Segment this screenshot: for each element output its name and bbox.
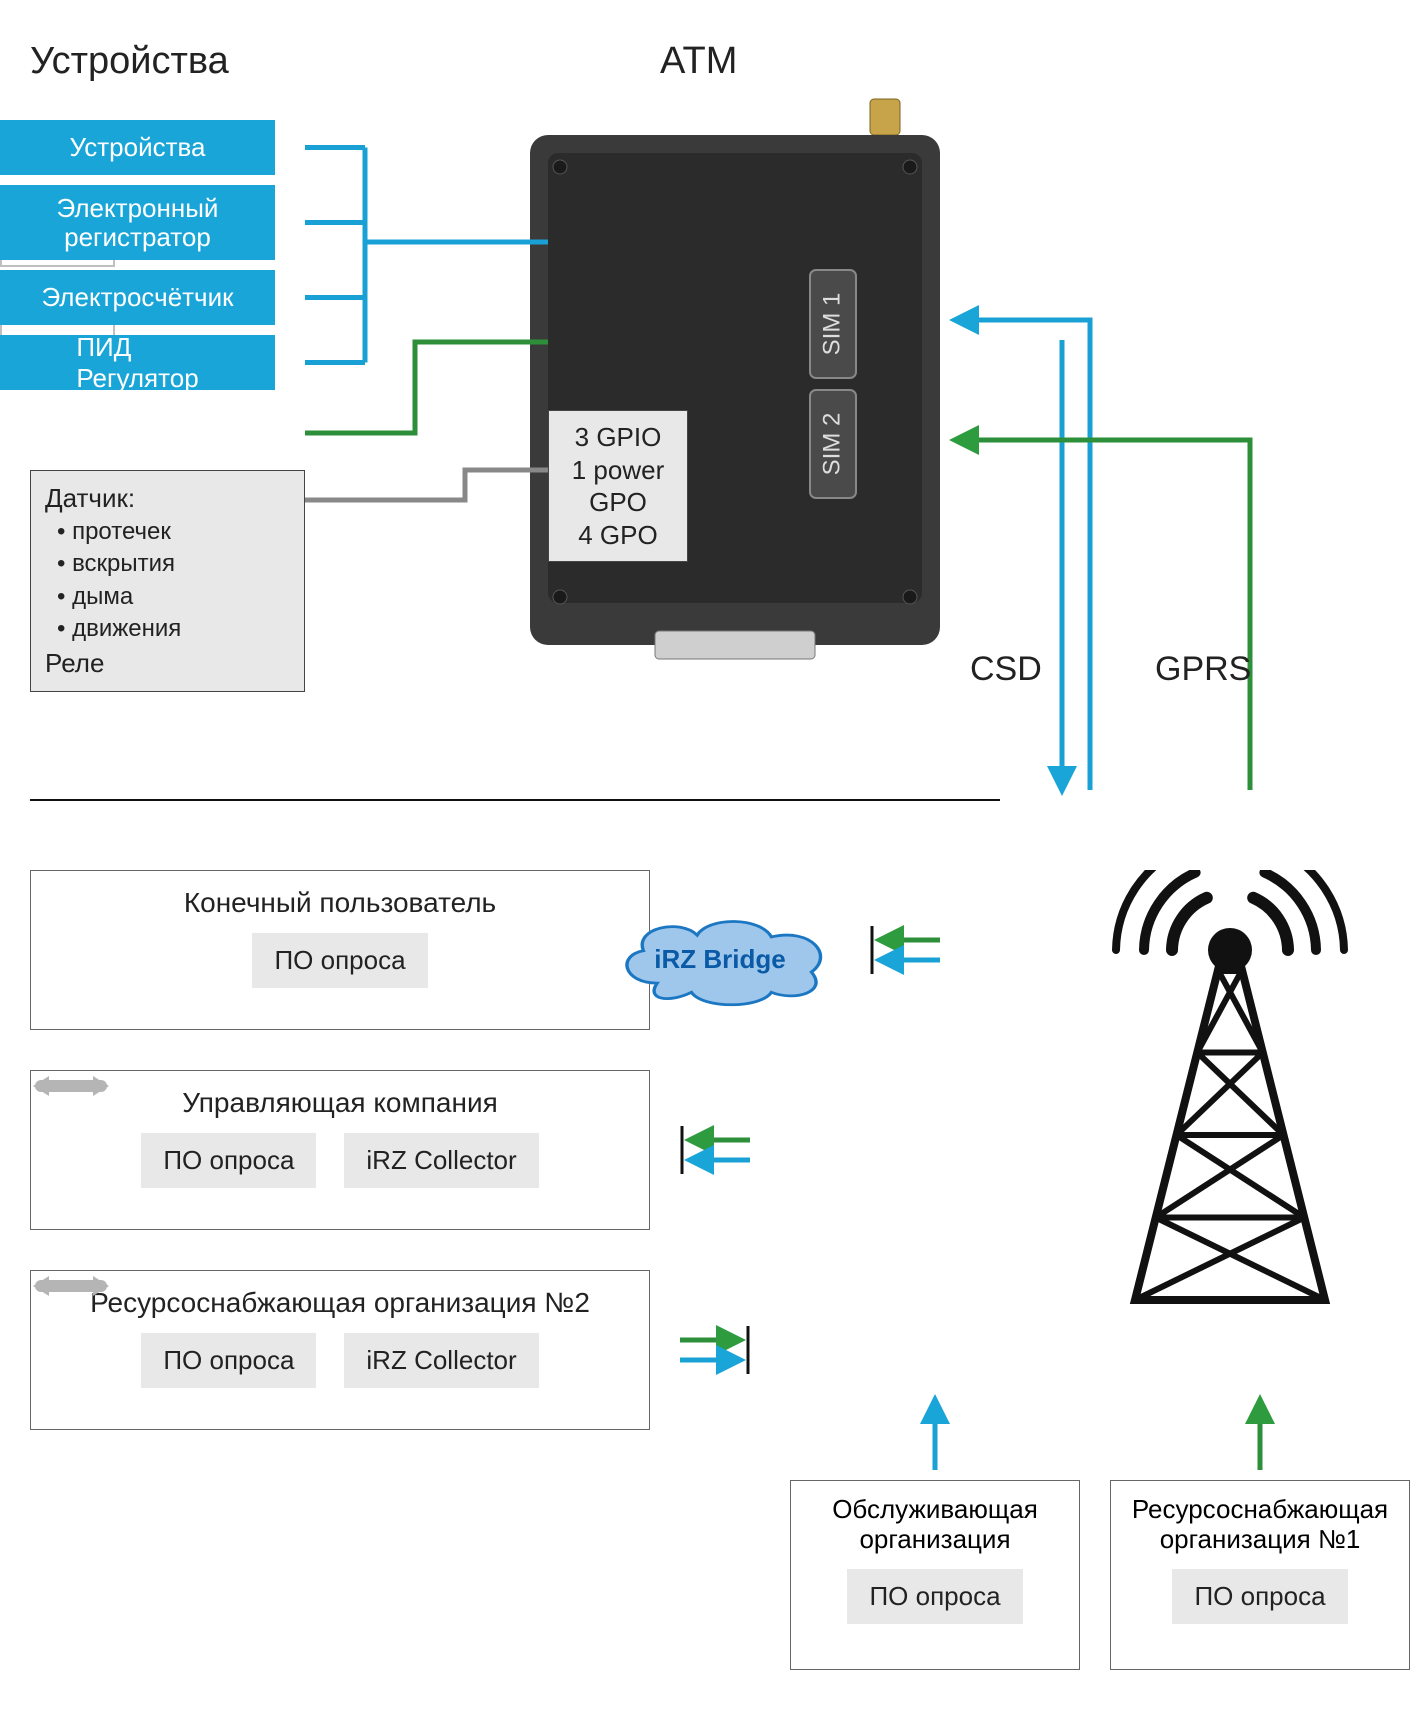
sensor-box: Датчик:протечеквскрытиядымадвиженияРеле xyxy=(30,470,305,692)
svg-text:iRZ Bridge: iRZ Bridge xyxy=(654,944,785,974)
device-blue-2: Электросчётчик xyxy=(0,270,275,325)
label-csd: CSD xyxy=(970,650,1042,689)
device-blue-3: ПИДРегулятор xyxy=(0,335,275,390)
device-blue-0: Устройства xyxy=(0,120,275,175)
device-blue-1: Электронныйрегистратор xyxy=(0,185,275,260)
port-gpio: 3 GPIO1 powerGPO4 GPO xyxy=(548,410,688,562)
panel-end-user: Конечный пользовательПО опроса xyxy=(30,870,650,1030)
panel-supplier2: Ресурсоснабжающая организация №2ПО опрос… xyxy=(30,1270,650,1430)
svg-text:SIM 1: SIM 1 xyxy=(818,293,845,356)
panel-management: Управляющая компанияПО опросаiRZ Collect… xyxy=(30,1070,650,1230)
label-gprs: GPRS xyxy=(1155,650,1251,689)
device-green: Теплосчётчик xyxy=(0,406,275,461)
svg-text:SIM 2: SIM 2 xyxy=(818,413,845,476)
